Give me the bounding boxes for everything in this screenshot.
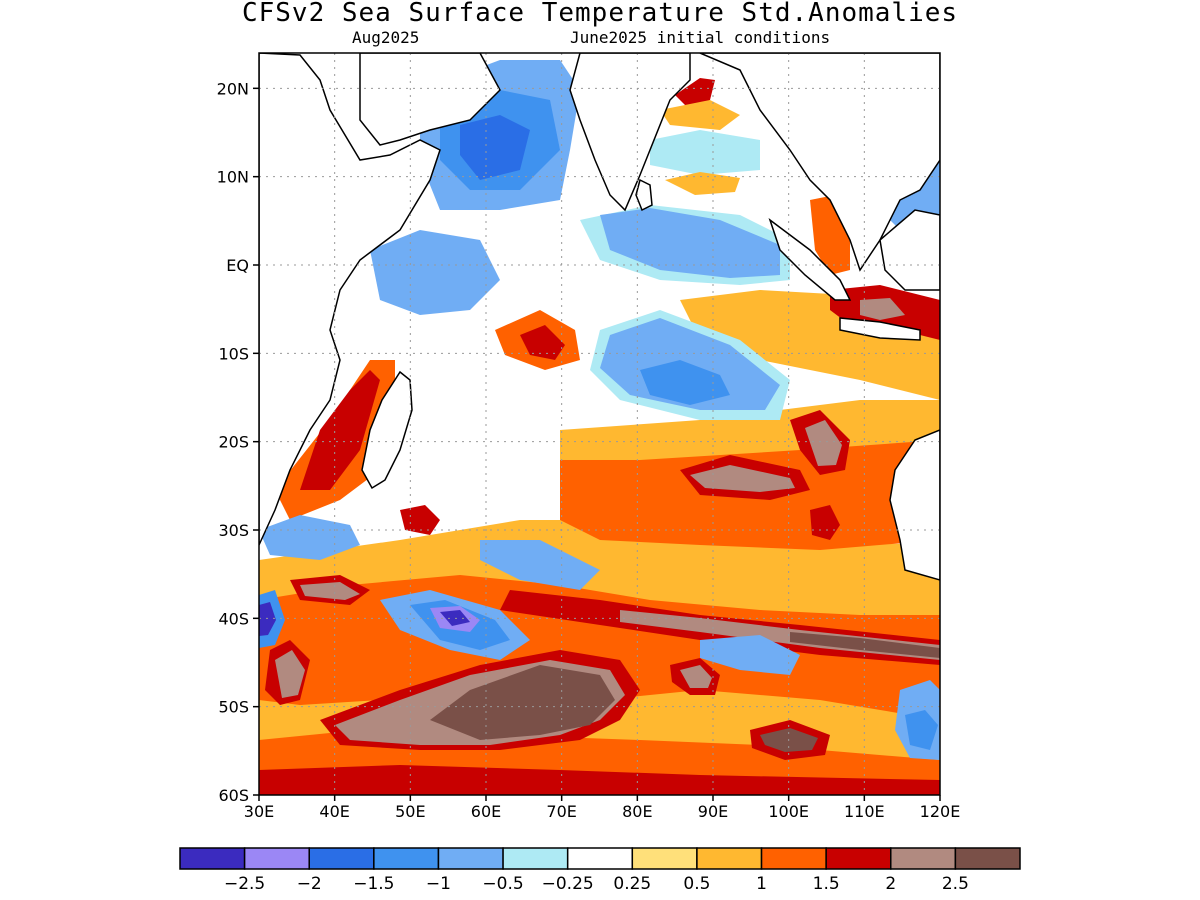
java (839, 317, 921, 341)
lat-tick-label: EQ (226, 256, 249, 275)
lat-tick-label: 50S (218, 698, 249, 717)
map-title: CFSv2 Sea Surface Temperature Std.Anomal… (241, 0, 959, 28)
colorbar-label: −1.5 (353, 874, 394, 894)
colorbar-swatch (954, 847, 1021, 870)
colorbar-swatch (890, 847, 957, 870)
colorbar-label: 2 (885, 874, 896, 894)
sumatra (768, 217, 852, 301)
coastlines (259, 53, 940, 581)
southeast-asia (699, 53, 940, 272)
lat-tick-label: 10N (217, 168, 249, 187)
lon-tick-label: 90E (698, 802, 728, 821)
colorbar-label: −1 (426, 874, 451, 894)
lat-tick-label: 10S (218, 344, 249, 363)
colorbar-label: −2.5 (224, 874, 265, 894)
colorbar-swatch (437, 847, 504, 870)
lon-tick-label: 70E (546, 802, 576, 821)
grid-lines (259, 53, 940, 795)
lon-tick-label: 50E (395, 802, 425, 821)
colorbar-swatch (631, 847, 698, 870)
map-frame (258, 52, 941, 796)
arabia-coast (359, 53, 501, 146)
colorbar-label: 0.25 (613, 874, 651, 894)
colorbar-label: −2 (297, 874, 322, 894)
colorbar-swatch (179, 847, 246, 870)
lon-tick-label: 120E (920, 802, 961, 821)
lon-tick-label: 80E (622, 802, 652, 821)
lon-tick-label: 60E (471, 802, 501, 821)
colorbar-label: −0.5 (482, 874, 523, 894)
lon-tick-label: 30E (244, 802, 274, 821)
colorbar-label: 1.5 (813, 874, 840, 894)
africa-coast (259, 53, 441, 546)
lat-tick-label: 60S (218, 786, 249, 805)
valid-month: Aug2025 (352, 28, 420, 47)
australia (889, 429, 940, 581)
colorbar-swatch (825, 847, 892, 870)
sri-lanka (635, 178, 653, 212)
borneo (879, 209, 940, 291)
colorbar-swatch (696, 847, 763, 870)
colorbar-swatch (502, 847, 569, 870)
colorbar-label: 2.5 (942, 874, 969, 894)
colorbar-label: 0.5 (683, 874, 710, 894)
india (569, 53, 691, 212)
madagascar (361, 370, 413, 490)
colorbar-label: 1 (756, 874, 767, 894)
colorbar-swatch (373, 847, 440, 870)
colorbar-swatch (308, 847, 375, 870)
colorbar-swatch (760, 847, 827, 870)
lat-tick-label: 20N (217, 79, 249, 98)
lon-tick-label: 110E (844, 802, 885, 821)
colorbar-label: −0.25 (542, 874, 594, 894)
lat-tick-label: 40S (218, 609, 249, 628)
colorbar-swatch (243, 847, 310, 870)
lon-tick-label: 40E (319, 802, 349, 821)
lat-tick-label: 30S (218, 521, 249, 540)
colorbar-swatch (566, 847, 634, 870)
lat-tick-label: 20S (218, 433, 249, 452)
lon-tick-label: 100E (768, 802, 809, 821)
colorbar: −2.5 −2 −1.5 −1 −0.5 −0.25 0.25 0.5 1 1.5 2 2.5 (179, 847, 1021, 894)
initial-conditions: June2025 initial conditions (570, 28, 831, 47)
